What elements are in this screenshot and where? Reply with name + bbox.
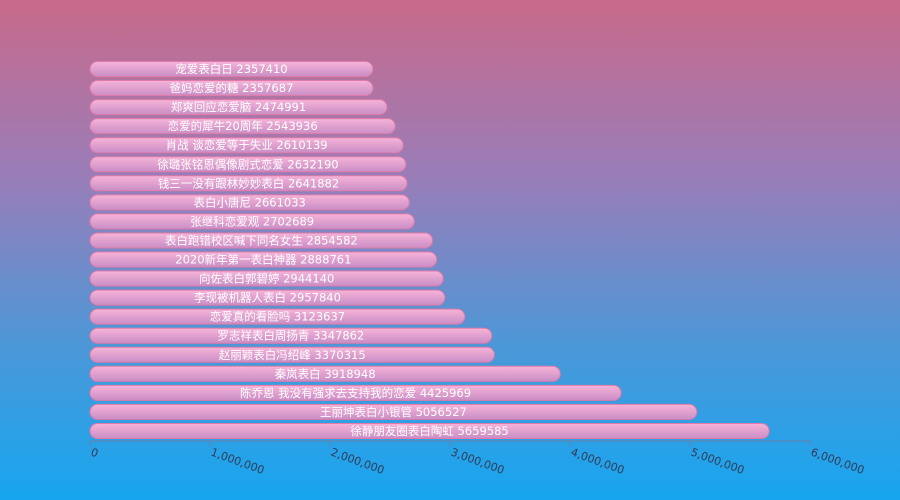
bar-data-label: 陈乔恩 我没有强求去支持我的恋爱 4425969 xyxy=(240,386,471,400)
bar-data-label: 2020新年第一表白神器 2888761 xyxy=(175,253,351,267)
bar xyxy=(89,251,438,268)
x-tick-label: 0 xyxy=(89,446,100,461)
bar xyxy=(89,137,404,154)
bar-data-label: 王丽坤表白小银管 5056527 xyxy=(320,405,467,419)
bar xyxy=(89,118,396,135)
bar-data-label: 李现被机器人表白 2957840 xyxy=(194,291,341,305)
bar xyxy=(89,175,408,192)
bar xyxy=(89,403,698,420)
x-tick-label: 6,000,000 xyxy=(809,446,866,477)
bar xyxy=(89,194,410,211)
x-axis: 0 1,000,000 2,000,000 3,000,000 4,000,000 5,0… xyxy=(89,440,866,477)
x-tick-label: 5,000,000 xyxy=(689,446,746,477)
bar xyxy=(89,270,444,287)
x-tick-label: 4,000,000 xyxy=(569,446,626,477)
bar-data-label: 恋爱的犀牛20周年 2543936 xyxy=(168,119,318,133)
bar-data-label: 罗志祥表白周扬青 3347862 xyxy=(217,329,364,343)
bar-data-label: 赵丽颖表白冯绍峰 3370315 xyxy=(219,348,366,362)
bar xyxy=(89,80,374,97)
bar xyxy=(89,289,446,306)
bar-data-label: 郑爽回应恋爱脑 2474991 xyxy=(171,100,306,114)
bar xyxy=(89,365,561,382)
bar-data-label: 表白跑错校区喊下同名女生 2854582 xyxy=(165,233,358,247)
bar-data-label: 徐璐张铭恩偶像剧式恋爱 2632190 xyxy=(157,157,338,171)
x-tick-label: 1,000,000 xyxy=(209,446,266,477)
bar xyxy=(89,232,434,249)
bar-data-label: 肖战 谈恋爱等于失业 2610139 xyxy=(166,138,328,152)
bar-data-label: 徐静朋友圈表白陶虹 5659585 xyxy=(350,424,508,438)
x-tick-label: 3,000,000 xyxy=(449,446,506,477)
bar-data-label: 向佐表白郭碧婷 2944140 xyxy=(199,272,334,286)
bar xyxy=(89,156,407,173)
bar-data-label: 表白小唐尼 2661033 xyxy=(193,195,305,209)
bar-data-label: 钱三一没有跟林妙妙表白 2641882 xyxy=(158,176,339,190)
bar xyxy=(89,308,466,325)
bar-data-label: 张继科恋爱观 2702689 xyxy=(190,214,314,228)
bar-data-label: 恋爱真的看脸吗 3123637 xyxy=(210,310,345,324)
bar-data-label: 爸妈恋爱的糖 2357687 xyxy=(170,81,294,95)
bars-group: 宠爱表白日 2357410 爸妈恋爱的糖 2357687 郑爽回应恋爱脑 24749… xyxy=(89,61,770,439)
bar xyxy=(89,346,495,363)
x-tick-label: 2,000,000 xyxy=(329,446,386,477)
bar xyxy=(89,61,374,77)
bar-data-label: 宠爱表白日 2357410 xyxy=(175,62,287,76)
bar xyxy=(89,99,388,116)
bar xyxy=(89,384,622,401)
bar xyxy=(89,327,493,344)
bar-data-label: 秦岚表白 3918948 xyxy=(275,367,376,381)
bar xyxy=(89,422,770,439)
bar xyxy=(89,213,415,230)
